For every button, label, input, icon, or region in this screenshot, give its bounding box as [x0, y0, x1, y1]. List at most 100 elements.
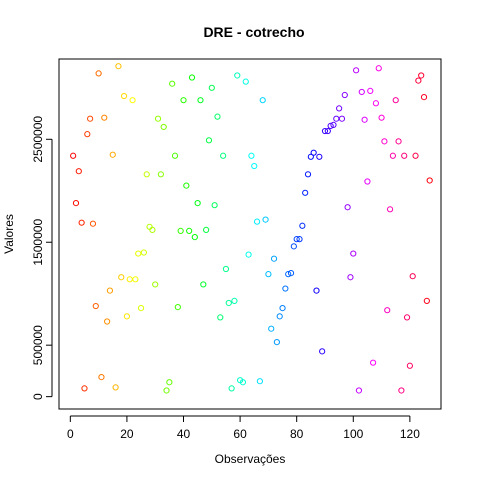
- data-point: [358, 88, 365, 96]
- data-point: [248, 152, 255, 159]
- data-point: [251, 162, 258, 170]
- data-point: [188, 74, 196, 81]
- data-point: [398, 387, 405, 394]
- data-point: [361, 116, 368, 123]
- data-point: [364, 178, 371, 185]
- data-point: [78, 219, 85, 226]
- data-point: [381, 138, 388, 145]
- data-point: [135, 250, 142, 257]
- data-point: [166, 379, 173, 386]
- x-tick-label: 40: [177, 427, 191, 441]
- x-tick-label: 120: [400, 427, 420, 441]
- data-point: [205, 137, 213, 144]
- data-point: [418, 72, 425, 79]
- data-point: [242, 78, 249, 85]
- data-point: [70, 152, 77, 159]
- x-tick-label: 0: [67, 427, 74, 441]
- data-point: [304, 171, 312, 178]
- data-point: [330, 121, 337, 128]
- data-point: [316, 153, 323, 160]
- plot-area-frame: [58, 58, 442, 410]
- data-point: [72, 200, 80, 207]
- data-point: [112, 384, 119, 391]
- data-point: [270, 255, 278, 262]
- data-point: [262, 216, 269, 223]
- data-point: [211, 202, 218, 209]
- data-point: [268, 325, 275, 332]
- x-axis: 0 20 40 60 80 100 120: [67, 415, 420, 441]
- data-point: [239, 379, 247, 386]
- data-point: [84, 131, 91, 138]
- data-point: [183, 182, 190, 189]
- data-point: [115, 63, 122, 70]
- data-point: [389, 152, 396, 159]
- x-tick-label: 20: [120, 427, 134, 441]
- data-point: [420, 93, 428, 101]
- data-point: [157, 171, 164, 178]
- data-point: [384, 307, 391, 314]
- data-point: [324, 127, 331, 135]
- data-point: [118, 274, 125, 281]
- data-point: [282, 285, 289, 292]
- data-point: [208, 84, 215, 91]
- data-point: [344, 204, 351, 211]
- data-point: [225, 299, 232, 307]
- data-point: [200, 281, 207, 288]
- data-point: [120, 92, 128, 100]
- data-point: [378, 114, 385, 121]
- data-point: [143, 171, 150, 178]
- data-point: [174, 303, 181, 311]
- data-point: [197, 97, 204, 104]
- y-axis-label: Valores: [2, 214, 16, 254]
- data-point: [403, 314, 411, 321]
- data-point: [310, 149, 317, 156]
- data-point: [395, 138, 402, 145]
- data-point: [265, 271, 272, 278]
- data-point: [101, 114, 108, 121]
- data-point: [180, 97, 187, 104]
- data-point: [287, 270, 295, 277]
- data-point: [333, 115, 340, 122]
- data-point: [92, 302, 99, 310]
- data-point: [290, 243, 297, 250]
- data-point: [89, 220, 97, 227]
- data-point: [369, 359, 377, 366]
- data-point: [386, 206, 394, 213]
- data-point: [154, 115, 162, 122]
- data-point: [231, 297, 238, 305]
- data-point: [302, 189, 309, 196]
- data-point: [426, 177, 433, 184]
- x-tick-label: 60: [233, 427, 247, 441]
- data-point: [406, 362, 413, 369]
- data-point: [137, 305, 145, 312]
- data-points: [70, 63, 433, 394]
- data-point: [299, 222, 306, 229]
- data-point: [214, 113, 221, 120]
- y-tick-label: 1500000: [31, 219, 45, 266]
- data-point: [106, 287, 114, 294]
- data-point: [160, 123, 167, 131]
- data-point: [95, 70, 102, 77]
- data-point: [279, 305, 286, 312]
- data-point: [423, 297, 430, 305]
- data-point: [132, 276, 139, 283]
- y-tick-label: 2500000: [31, 116, 45, 163]
- data-point: [163, 387, 170, 394]
- y-tick-label: 0: [31, 393, 45, 400]
- chart-title: DRE - cotrecho: [203, 24, 304, 40]
- data-point: [75, 168, 82, 175]
- data-point: [222, 265, 230, 273]
- data-point: [256, 378, 264, 385]
- data-point: [177, 227, 184, 235]
- y-tick-label: 500000: [31, 325, 45, 365]
- data-point: [367, 87, 374, 95]
- data-point: [347, 274, 354, 281]
- data-point: [307, 153, 314, 160]
- data-point: [146, 223, 153, 230]
- data-point: [129, 97, 136, 104]
- data-point: [321, 127, 329, 135]
- data-point: [409, 273, 416, 280]
- data-point: [319, 348, 326, 355]
- data-point: [276, 313, 283, 320]
